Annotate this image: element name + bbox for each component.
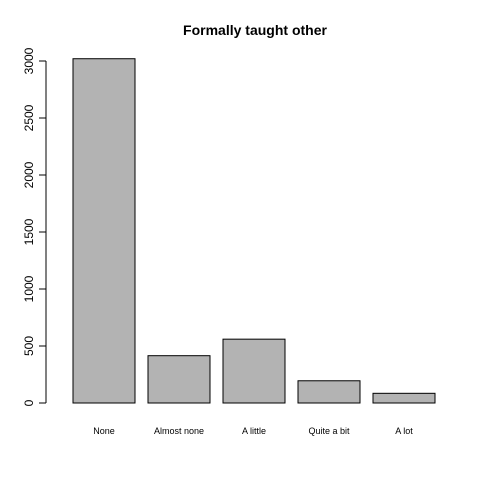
y-tick-label: 1000 <box>22 275 36 302</box>
bar-a-little <box>222 338 286 404</box>
x-axis-labels: None Almost none A little Quite a bit A lot <box>93 426 413 436</box>
bar-none <box>72 58 136 404</box>
x-tick-label: None <box>93 426 115 436</box>
x-tick-label: A lot <box>395 426 413 436</box>
y-tick-label: 500 <box>22 336 36 356</box>
x-tick-label: Quite a bit <box>308 426 350 436</box>
bar-a-lot <box>372 392 436 404</box>
y-tick-label: 0 <box>22 399 36 406</box>
x-tick-label: Almost none <box>154 426 204 436</box>
x-tick-label: A little <box>242 426 266 436</box>
y-tick-label: 2500 <box>22 104 36 131</box>
y-tick-label: 3000 <box>22 47 36 74</box>
y-tick-label: 1500 <box>22 218 36 245</box>
bar-almost-none <box>147 355 211 404</box>
bar-quite-a-bit <box>297 380 361 404</box>
chart-title: Formally taught other <box>183 22 327 38</box>
bars <box>72 58 436 404</box>
y-axis: 0 500 1000 1500 2000 2500 3000 <box>22 47 47 406</box>
y-tick-label: 2000 <box>22 161 36 188</box>
